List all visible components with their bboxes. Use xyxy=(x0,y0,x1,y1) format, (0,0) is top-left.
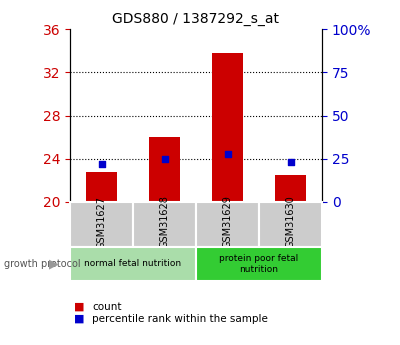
Bar xyxy=(133,202,196,247)
Point xyxy=(224,152,231,157)
Point xyxy=(161,156,168,161)
Text: ■: ■ xyxy=(74,314,84,324)
Point xyxy=(98,161,105,167)
Bar xyxy=(196,247,322,281)
Text: ▶: ▶ xyxy=(49,257,59,270)
Text: count: count xyxy=(92,302,122,312)
Bar xyxy=(259,202,322,247)
Text: percentile rank within the sample: percentile rank within the sample xyxy=(92,314,268,324)
Bar xyxy=(86,171,117,202)
Point xyxy=(287,159,294,165)
Title: GDS880 / 1387292_s_at: GDS880 / 1387292_s_at xyxy=(112,11,280,26)
Text: ■: ■ xyxy=(74,302,84,312)
Text: GSM31628: GSM31628 xyxy=(160,196,170,248)
Text: GSM31629: GSM31629 xyxy=(222,196,232,248)
Bar xyxy=(212,53,243,202)
Bar xyxy=(196,202,259,247)
Text: normal fetal nutrition: normal fetal nutrition xyxy=(84,259,182,268)
Text: GSM31627: GSM31627 xyxy=(96,196,106,248)
Bar xyxy=(70,202,133,247)
Bar xyxy=(149,137,180,202)
Text: growth protocol: growth protocol xyxy=(4,259,81,269)
Text: GSM31630: GSM31630 xyxy=(286,196,296,248)
Bar xyxy=(70,247,196,281)
Bar xyxy=(275,175,306,202)
Text: protein poor fetal
nutrition: protein poor fetal nutrition xyxy=(219,254,299,274)
